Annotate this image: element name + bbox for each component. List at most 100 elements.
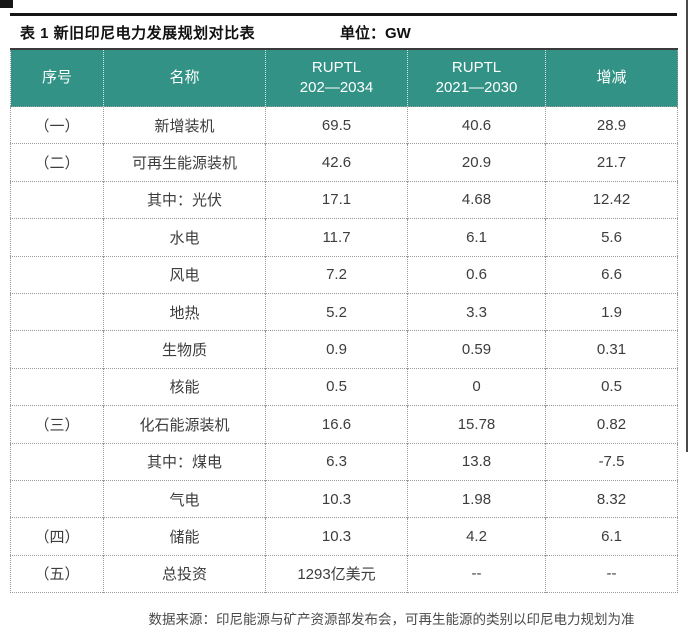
- unit-label: 单位：GW: [340, 25, 411, 42]
- cell-name: 核能: [103, 367, 266, 406]
- cell-ruptl-old: 0: [407, 367, 546, 406]
- cell-ruptl-new: 5.2: [265, 292, 408, 331]
- col-header-ruptl-old-line1: RUPTL: [451, 58, 502, 76]
- cell-name: 可再生能源装机: [103, 143, 266, 182]
- cell-serial: [10, 442, 104, 481]
- cell-change: --: [545, 554, 678, 593]
- cell-ruptl-old: 40.6: [407, 105, 546, 144]
- cell-name: 其中：光伏: [103, 180, 266, 219]
- col-header-ruptl-old-line2: 2021—2030: [435, 79, 518, 96]
- cell-serial: （四）: [10, 517, 104, 556]
- cell-change: 1.9: [545, 292, 678, 331]
- cell-ruptl-old: 15.78: [407, 405, 546, 444]
- cell-change: 0.82: [545, 405, 678, 444]
- cell-ruptl-new: 11.7: [265, 218, 408, 257]
- col-header-ruptl-new-line1: RUPTL: [311, 58, 362, 76]
- cell-ruptl-old: --: [407, 554, 546, 593]
- col-header-ruptl-old: RUPTL 2021—2030: [407, 48, 546, 107]
- cell-serial: （五）: [10, 554, 104, 593]
- table-header-row: 序号 名称 RUPTL 202—2034 RUPTL 2021—2030 增减: [10, 48, 678, 107]
- table-row: 风电 7.2 0.6 6.6: [10, 255, 678, 294]
- cell-serial: [10, 330, 104, 369]
- data-source-footnote: 数据来源：印尼能源与矿产资源部发布会，可再生能源的类别以印尼电力规划为准: [148, 612, 635, 627]
- table-row: 水电 11.7 6.1 5.6: [10, 218, 678, 257]
- cell-name: 生物质: [103, 330, 266, 369]
- title-top-rule: [10, 13, 677, 16]
- cell-ruptl-new: 10.3: [265, 479, 408, 518]
- cell-serial: （三）: [10, 405, 104, 444]
- cell-ruptl-new: 7.2: [265, 255, 408, 294]
- cell-serial: （二）: [10, 143, 104, 182]
- cell-serial: [10, 255, 104, 294]
- table-row: （二） 可再生能源装机 42.6 20.9 21.7: [10, 143, 678, 182]
- cell-name: 总投资: [103, 554, 266, 593]
- cell-ruptl-new: 42.6: [265, 143, 408, 182]
- col-header-ruptl-new-line2: 202—2034: [299, 79, 374, 96]
- table-row: （三） 化石能源装机 16.6 15.78 0.82: [10, 405, 678, 444]
- table-row: 其中：煤电 6.3 13.8 -7.5: [10, 442, 678, 481]
- table-row: 其中：光伏 17.1 4.68 12.42: [10, 180, 678, 219]
- cell-change: 8.32: [545, 479, 678, 518]
- table-row: 地热 5.2 3.3 1.9: [10, 292, 678, 331]
- cell-serial: [10, 180, 104, 219]
- comparison-table: 序号 名称 RUPTL 202—2034 RUPTL 2021—2030 增减 …: [10, 48, 678, 594]
- cell-ruptl-new: 6.3: [265, 442, 408, 481]
- cell-ruptl-old: 13.8: [407, 442, 546, 481]
- cell-ruptl-old: 0.6: [407, 255, 546, 294]
- table-row: （五） 总投资 1293亿美元 -- --: [10, 554, 678, 593]
- cell-name: 水电: [103, 218, 266, 257]
- cell-ruptl-new: 1293亿美元: [265, 554, 408, 593]
- cell-name: 其中：煤电: [103, 442, 266, 481]
- cell-serial: [10, 479, 104, 518]
- col-header-change-label: 增减: [596, 68, 627, 86]
- cell-ruptl-old: 3.3: [407, 292, 546, 331]
- cell-ruptl-old: 4.68: [407, 180, 546, 219]
- cell-ruptl-new: 16.6: [265, 405, 408, 444]
- cell-change: -7.5: [545, 442, 678, 481]
- cell-name: 风电: [103, 255, 266, 294]
- cell-change: 5.6: [545, 218, 678, 257]
- cell-change: 6.6: [545, 255, 678, 294]
- cell-name: 地热: [103, 292, 266, 331]
- col-header-name-label: 名称: [169, 68, 200, 86]
- table-title: 表 1 新旧印尼电力发展规划对比表: [20, 25, 256, 42]
- page-right-edge-line: [686, 0, 688, 452]
- cell-name: 新增装机: [103, 105, 266, 144]
- col-header-name: 名称: [103, 48, 266, 107]
- page-corner-mark: [0, 0, 13, 8]
- table-row: （四） 储能 10.3 4.2 6.1: [10, 517, 678, 556]
- col-header-change: 增减: [545, 48, 678, 107]
- cell-change: 12.42: [545, 180, 678, 219]
- table-row: 气电 10.3 1.98 8.32: [10, 479, 678, 518]
- cell-ruptl-old: 1.98: [407, 479, 546, 518]
- cell-change: 28.9: [545, 105, 678, 144]
- cell-serial: [10, 218, 104, 257]
- cell-name: 化石能源装机: [103, 405, 266, 444]
- cell-ruptl-old: 4.2: [407, 517, 546, 556]
- cell-change: 6.1: [545, 517, 678, 556]
- table-title-bar: 表 1 新旧印尼电力发展规划对比表 单位：GW: [10, 22, 677, 46]
- cell-ruptl-old: 6.1: [407, 218, 546, 257]
- cell-serial: [10, 292, 104, 331]
- col-header-serial: 序号: [10, 48, 104, 107]
- cell-change: 21.7: [545, 143, 678, 182]
- cell-name: 储能: [103, 517, 266, 556]
- cell-ruptl-new: 17.1: [265, 180, 408, 219]
- table-row: 生物质 0.9 0.59 0.31: [10, 330, 678, 369]
- cell-name: 气电: [103, 479, 266, 518]
- cell-change: 0.31: [545, 330, 678, 369]
- cell-ruptl-new: 0.5: [265, 367, 408, 406]
- col-header-serial-label: 序号: [41, 68, 72, 86]
- table-row: （一） 新增装机 69.5 40.6 28.9: [10, 105, 678, 144]
- cell-ruptl-old: 20.9: [407, 143, 546, 182]
- table-row: 核能 0.5 0 0.5: [10, 367, 678, 406]
- cell-ruptl-old: 0.59: [407, 330, 546, 369]
- cell-ruptl-new: 0.9: [265, 330, 408, 369]
- cell-serial: [10, 367, 104, 406]
- cell-change: 0.5: [545, 367, 678, 406]
- cell-ruptl-new: 69.5: [265, 105, 408, 144]
- cell-serial: （一）: [10, 105, 104, 144]
- table-body: （一） 新增装机 69.5 40.6 28.9 （二） 可再生能源装机 42.6 20.9 21.…: [10, 105, 678, 593]
- cell-ruptl-new: 10.3: [265, 517, 408, 556]
- col-header-ruptl-new: RUPTL 202—2034: [265, 48, 408, 107]
